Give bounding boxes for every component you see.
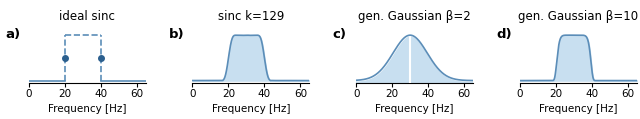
Title: gen. Gaussian β=10: gen. Gaussian β=10 [518,10,639,23]
X-axis label: Frequency [Hz]: Frequency [Hz] [212,104,290,114]
X-axis label: Frequency [Hz]: Frequency [Hz] [48,104,127,114]
Title: sinc k=129: sinc k=129 [218,10,284,23]
Text: c): c) [333,28,347,41]
Text: b): b) [169,28,185,41]
Title: ideal sinc: ideal sinc [60,10,115,23]
Text: d): d) [497,28,512,41]
Title: gen. Gaussian β=2: gen. Gaussian β=2 [358,10,471,23]
X-axis label: Frequency [Hz]: Frequency [Hz] [376,104,454,114]
Text: a): a) [5,28,20,41]
X-axis label: Frequency [Hz]: Frequency [Hz] [539,104,618,114]
